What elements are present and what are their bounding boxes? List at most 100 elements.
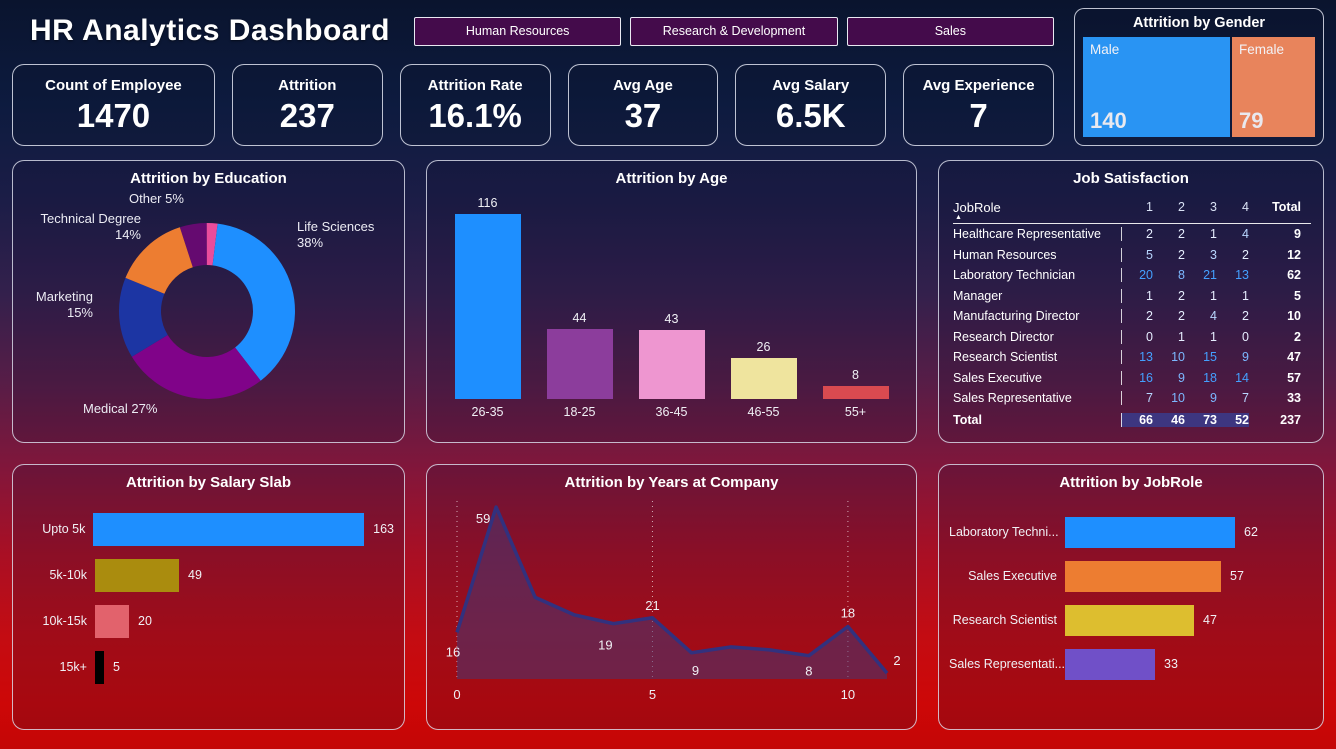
bar-sales-representati[interactable] <box>1065 648 1155 680</box>
filter-button-sales[interactable]: Sales <box>846 16 1055 46</box>
bar-18-25[interactable] <box>546 329 613 399</box>
bar-55[interactable] <box>822 386 889 399</box>
cell: 7 <box>1242 391 1249 406</box>
page-title: HR Analytics Dashboard <box>30 14 390 47</box>
cell: 2 <box>1178 227 1185 242</box>
column-header-4[interactable]: 4 <box>1242 200 1249 214</box>
cell-total: 10 <box>1287 309 1301 324</box>
age-bars: 116 26-35 44 18-25 43 36-45 26 46-55 8 55+ <box>427 191 916 419</box>
cell: 66 <box>1121 413 1153 427</box>
column-header-1[interactable]: 1 <box>1146 200 1153 214</box>
donut-label: Other 5% <box>129 191 184 206</box>
bar-research-scientist[interactable] <box>1065 604 1194 636</box>
chart-title: Attrition by Education <box>130 170 287 187</box>
table-row-research-scientist[interactable]: Research Scientist 13 10 15 9 47 <box>953 347 1311 368</box>
panel-attrition-by-salary-slab: Attrition by Salary Slab Upto 5k 163 5k-10… <box>12 464 405 730</box>
value-label: 62 <box>1244 525 1258 539</box>
value-label: 21 <box>645 598 659 613</box>
axis-category-label: 10k-15k <box>42 614 87 628</box>
x-axis-tick-label: 10 <box>841 687 855 702</box>
gender-segment-female[interactable]: Female 79 <box>1232 37 1315 137</box>
bar-10k-15k[interactable] <box>95 604 129 638</box>
bar-36-45[interactable] <box>638 330 705 399</box>
kpi-row: Count of Employee 1470 Attrition 237 Attriti… <box>12 64 1054 146</box>
row-label: Healthcare Representative <box>953 227 1101 242</box>
value-label: 47 <box>1203 613 1217 627</box>
cell: 14 <box>1235 370 1249 385</box>
donut-label: Medical 27% <box>83 401 158 416</box>
area-fill[interactable] <box>457 507 887 679</box>
kpi-value: 16.1% <box>428 97 522 134</box>
table-row-sales-representative[interactable]: Sales Representative 7 10 9 7 33 <box>953 388 1311 409</box>
gender-segment-male[interactable]: Male 140 <box>1083 37 1231 137</box>
value-label: 20 <box>138 614 152 628</box>
row-label: Manager <box>953 288 1003 303</box>
table-total-row[interactable]: Total 66 46 73 52 237 <box>953 409 1311 432</box>
column-header-total[interactable]: Total <box>1272 200 1301 214</box>
panel-attrition-by-years: Attrition by Years at Company 0 5 10 16 59 19… <box>426 464 917 730</box>
row-label: Human Resources <box>953 247 1057 262</box>
table-row-laboratory-technician[interactable]: Laboratory Technician 20 8 21 13 62 <box>953 265 1311 286</box>
bar-sales-executive[interactable] <box>1065 560 1221 592</box>
kpi-card-avg-age: Avg Age 37 <box>567 64 719 146</box>
value-label: 43 <box>664 312 679 326</box>
cell: 2 <box>1178 247 1185 262</box>
table-row-manufacturing-director[interactable]: Manufacturing Director 2 2 4 2 10 <box>953 306 1311 327</box>
donut-slice-other[interactable] <box>179 223 207 268</box>
sort-ascending-icon: ▲ <box>955 213 962 221</box>
bar-5k-10k[interactable] <box>95 558 179 592</box>
cell: 4 <box>1210 309 1217 324</box>
cell: 1 <box>1210 329 1217 344</box>
donut-slice-life-sciences[interactable] <box>212 223 295 381</box>
bar-laboratory-techni[interactable] <box>1065 516 1235 548</box>
table-row-research-director[interactable]: Research Director 0 1 1 0 2 <box>953 327 1311 348</box>
value-label: 44 <box>572 311 587 325</box>
value-label: 19 <box>598 638 612 653</box>
hbar-rows: Upto 5k 163 5k-10k 49 10k-15k 20 15k+ 5 <box>13 493 404 703</box>
donut-slice-marketing[interactable] <box>119 277 168 357</box>
cell: 1 <box>1178 329 1185 344</box>
cell: 13 <box>1235 268 1249 283</box>
column-header-3[interactable]: 3 <box>1210 200 1217 214</box>
table-row-human-resources[interactable]: Human Resources 5 2 3 2 12 <box>953 245 1311 266</box>
donut-slice-unlabeled[interactable] <box>206 223 218 266</box>
filter-button-research-development[interactable]: Research & Development <box>630 16 838 46</box>
filter-button-human-resources[interactable]: Human Resources <box>413 16 622 46</box>
cell: 1 <box>1210 288 1217 303</box>
bar-46-55[interactable] <box>730 358 797 399</box>
kpi-card-avg-experience: Avg Experience 7 <box>903 64 1054 146</box>
bar-row-15k: 15k+ 5 <box>23 650 394 684</box>
table-row-manager[interactable]: Manager 1 2 1 1 5 <box>953 286 1311 307</box>
bar-upto-5k[interactable] <box>93 512 365 546</box>
kpi-card-attrition: Attrition 237 <box>231 64 383 146</box>
cell: 1 <box>1121 288 1153 303</box>
value-label: 5 <box>113 660 120 674</box>
bar-row-sales-executive: Sales Executive 57 <box>949 560 1313 592</box>
donut-svg <box>119 223 295 399</box>
cell: 1 <box>1210 227 1217 242</box>
bar-item-46-55: 26 46-55 <box>730 340 797 419</box>
cell-total: 2 <box>1294 329 1301 344</box>
cell: 9 <box>1210 391 1217 406</box>
area-chart-svg: 0 5 10 16 59 19 21 9 8 18 2 <box>446 501 901 702</box>
bar-row-5k-10k: 5k-10k 49 <box>23 558 394 592</box>
cell-total: 237 <box>1280 413 1301 427</box>
table-row-healthcare-representative[interactable]: Healthcare Representative 2 2 1 4 9 <box>953 224 1311 245</box>
donut-slice-technical-degree[interactable] <box>125 227 193 294</box>
table-row-sales-executive[interactable]: Sales Executive 16 9 18 14 57 <box>953 368 1311 389</box>
donut-slice-medical[interactable] <box>131 334 261 399</box>
cell: 18 <box>1203 370 1217 385</box>
value-label: 26 <box>756 340 771 354</box>
cell: 2 <box>1242 247 1249 262</box>
bar-15k[interactable] <box>95 650 104 684</box>
value-label: 33 <box>1164 657 1178 671</box>
axis-category-label: Research Scientist <box>952 613 1057 627</box>
job-satisfaction-table: JobRole ▲ 1 2 3 4 Total Healthcare Representati… <box>939 187 1323 432</box>
attrition-by-gender-card: Attrition by Gender Male 140 Female 79 <box>1074 8 1324 146</box>
column-header-2[interactable]: 2 <box>1178 200 1185 214</box>
column-header-jobrole[interactable]: JobRole ▲ <box>953 199 1001 221</box>
dashboard-root: HR Analytics Dashboard Human Resources R… <box>12 8 1324 730</box>
cell: 20 <box>1121 268 1153 283</box>
value-label: 16 <box>446 644 460 659</box>
bar-26-35[interactable] <box>454 214 521 399</box>
